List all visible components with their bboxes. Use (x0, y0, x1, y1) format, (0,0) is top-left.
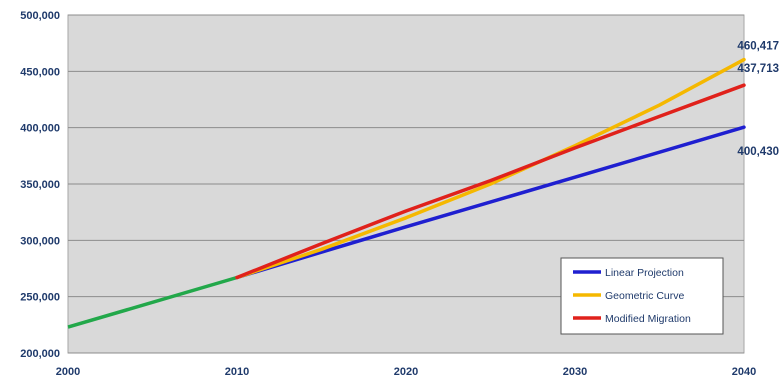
series-line-0 (235, 125, 746, 280)
x-tick-label: 2040 (732, 366, 756, 378)
legend-label-2: Modified Migration (605, 313, 691, 325)
y-axis-ticks: 200,000 250,000 300,000 350,000 400,000 450,0… (20, 10, 60, 360)
y-tick-label: 200,000 (20, 348, 60, 360)
series-line-1 (235, 57, 746, 280)
historical-line (67, 275, 238, 329)
y-tick-label: 350,000 (20, 179, 60, 191)
data-label-2: 437,713 (737, 63, 779, 75)
y-tick-label: 250,000 (20, 292, 60, 304)
series-lines (67, 57, 746, 329)
x-tick-label: 2000 (56, 366, 80, 378)
legend: Linear Projection Geometric Curve Modified… (560, 257, 724, 335)
data-label-1: 460,417 (737, 41, 779, 53)
y-tick-label: 500,000 (20, 10, 60, 22)
x-tick-label: 2020 (394, 366, 418, 378)
series-line-2 (235, 83, 746, 280)
y-tick-label: 400,000 (20, 123, 60, 135)
data-labels: 400,430 460,417 437,713 (737, 41, 779, 159)
x-tick-label: 2010 (225, 366, 249, 378)
y-tick-label: 300,000 (20, 235, 60, 247)
y-tick-label: 450,000 (20, 66, 60, 78)
legend-label-0: Linear Projection (605, 267, 684, 279)
x-axis-ticks: 2000 2010 2020 2030 2040 (56, 366, 756, 378)
data-label-0: 400,430 (737, 146, 779, 158)
legend-label-1: Geometric Curve (605, 290, 685, 302)
x-tick-label: 2030 (563, 366, 587, 378)
